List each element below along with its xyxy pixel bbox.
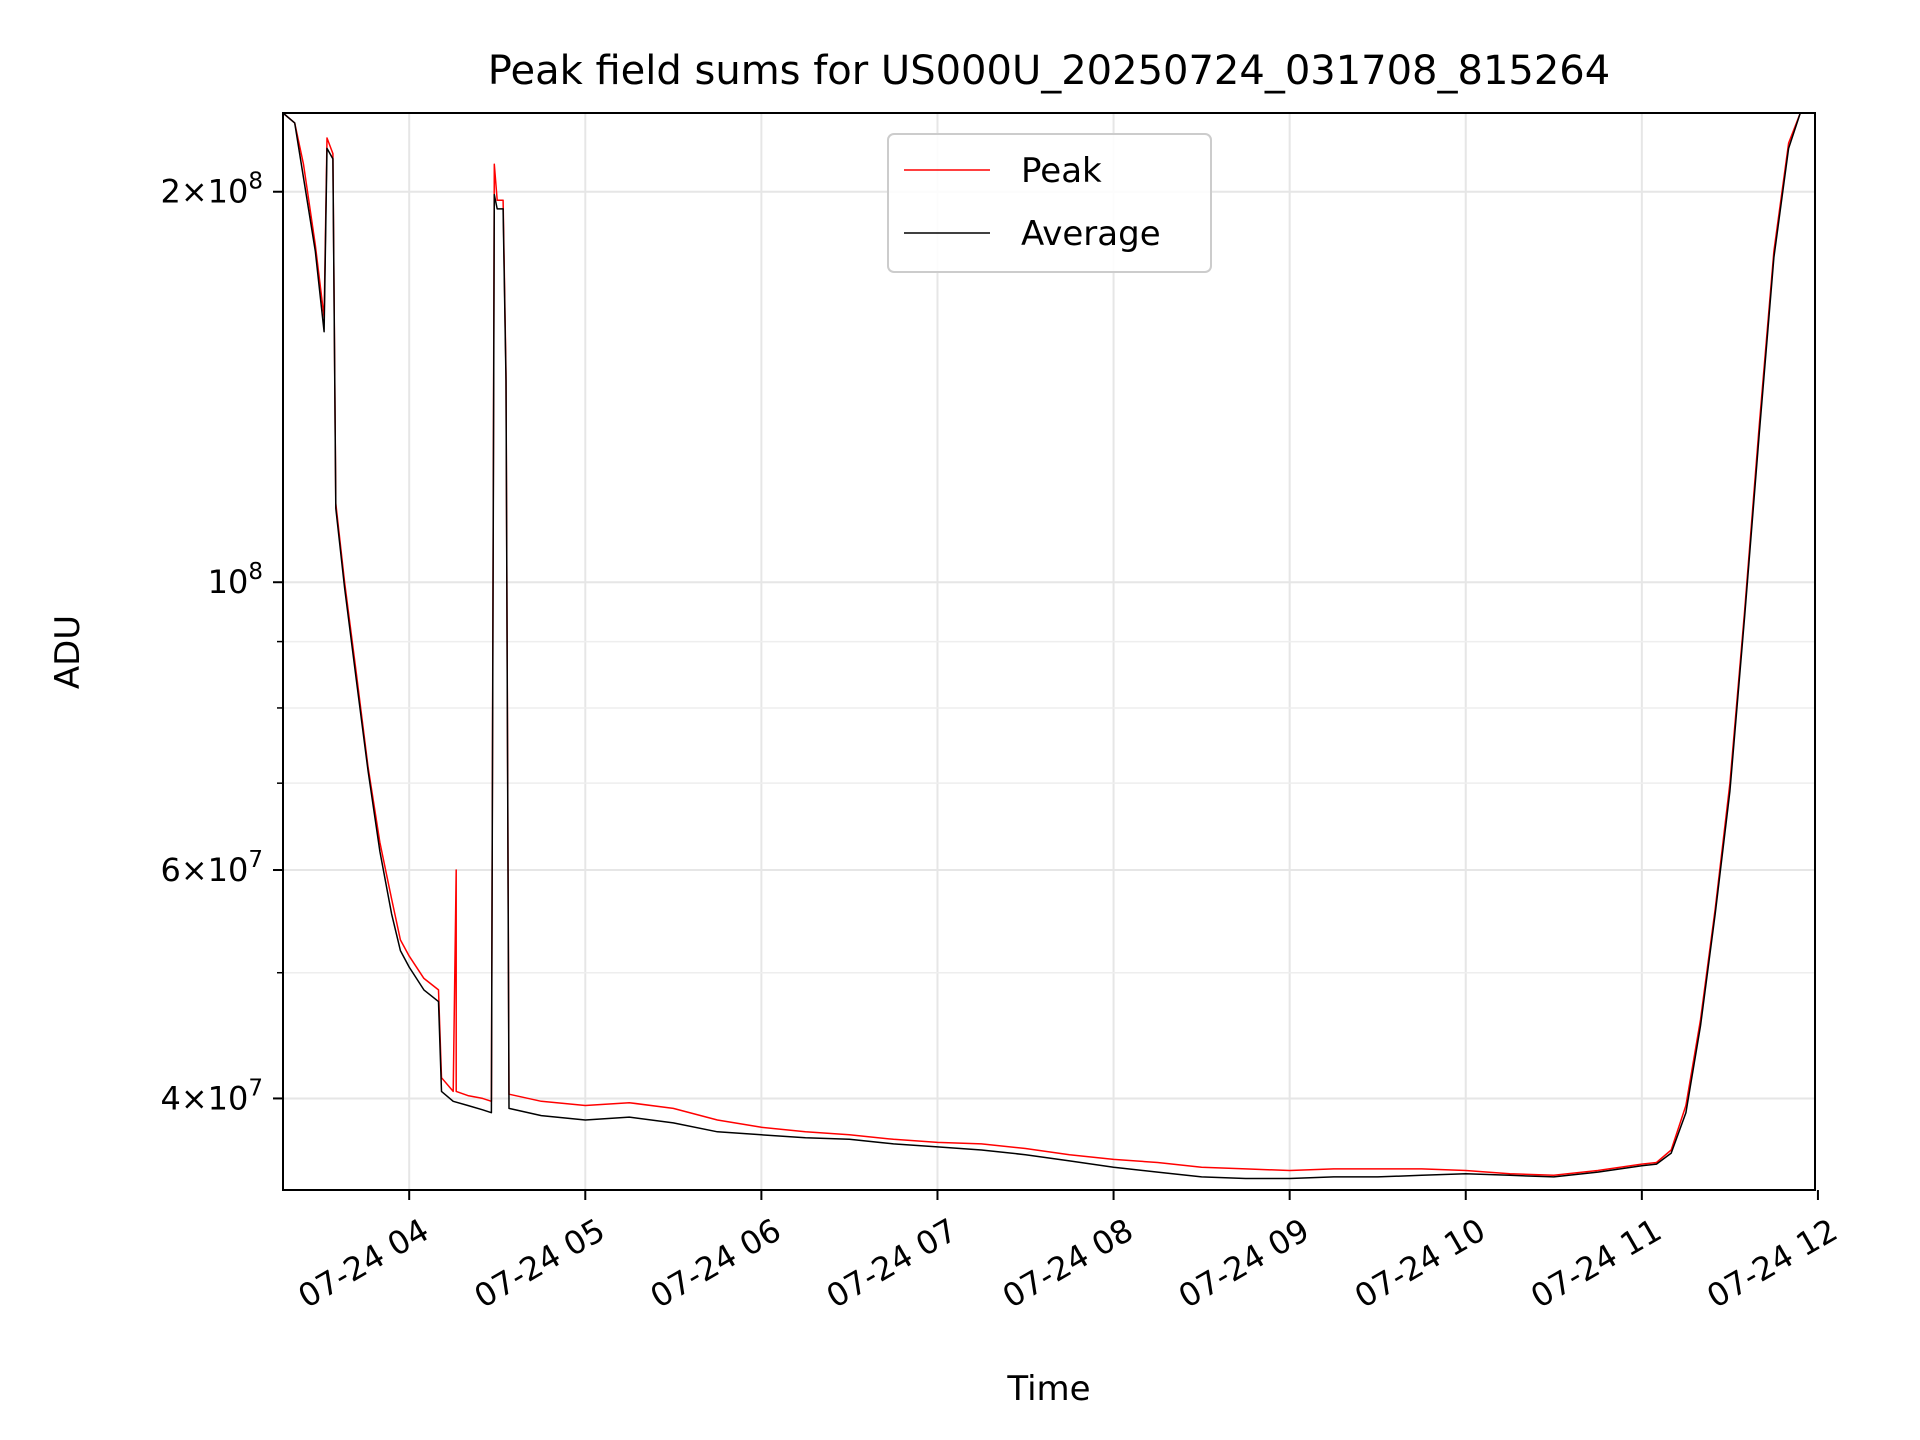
plot-frame — [282, 112, 1816, 1191]
series-line-average — [282, 112, 1815, 1180]
series-group — [282, 112, 1815, 1180]
y-tick-label: 2×108 — [160, 169, 263, 211]
series-line-peak — [282, 112, 1815, 1177]
legend: Peak Average — [887, 133, 1212, 273]
x-axis-label: Time — [1006, 1369, 1090, 1409]
legend-box — [887, 133, 1212, 273]
y-axis-label: ADU — [48, 615, 88, 689]
chart-title: Peak field sums for US000U_20250724_0317… — [488, 48, 1610, 94]
legend-average-label: Average — [1021, 214, 1161, 254]
grid — [283, 113, 1815, 1190]
legend-peak-label: Peak — [1021, 151, 1102, 191]
y-axis: 4×107 6×107 108 2×108 — [160, 169, 283, 1117]
y-tick-label: 4×107 — [160, 1075, 263, 1117]
y-tick-label: 108 — [208, 559, 263, 601]
y-tick-label: 6×107 — [160, 847, 263, 889]
